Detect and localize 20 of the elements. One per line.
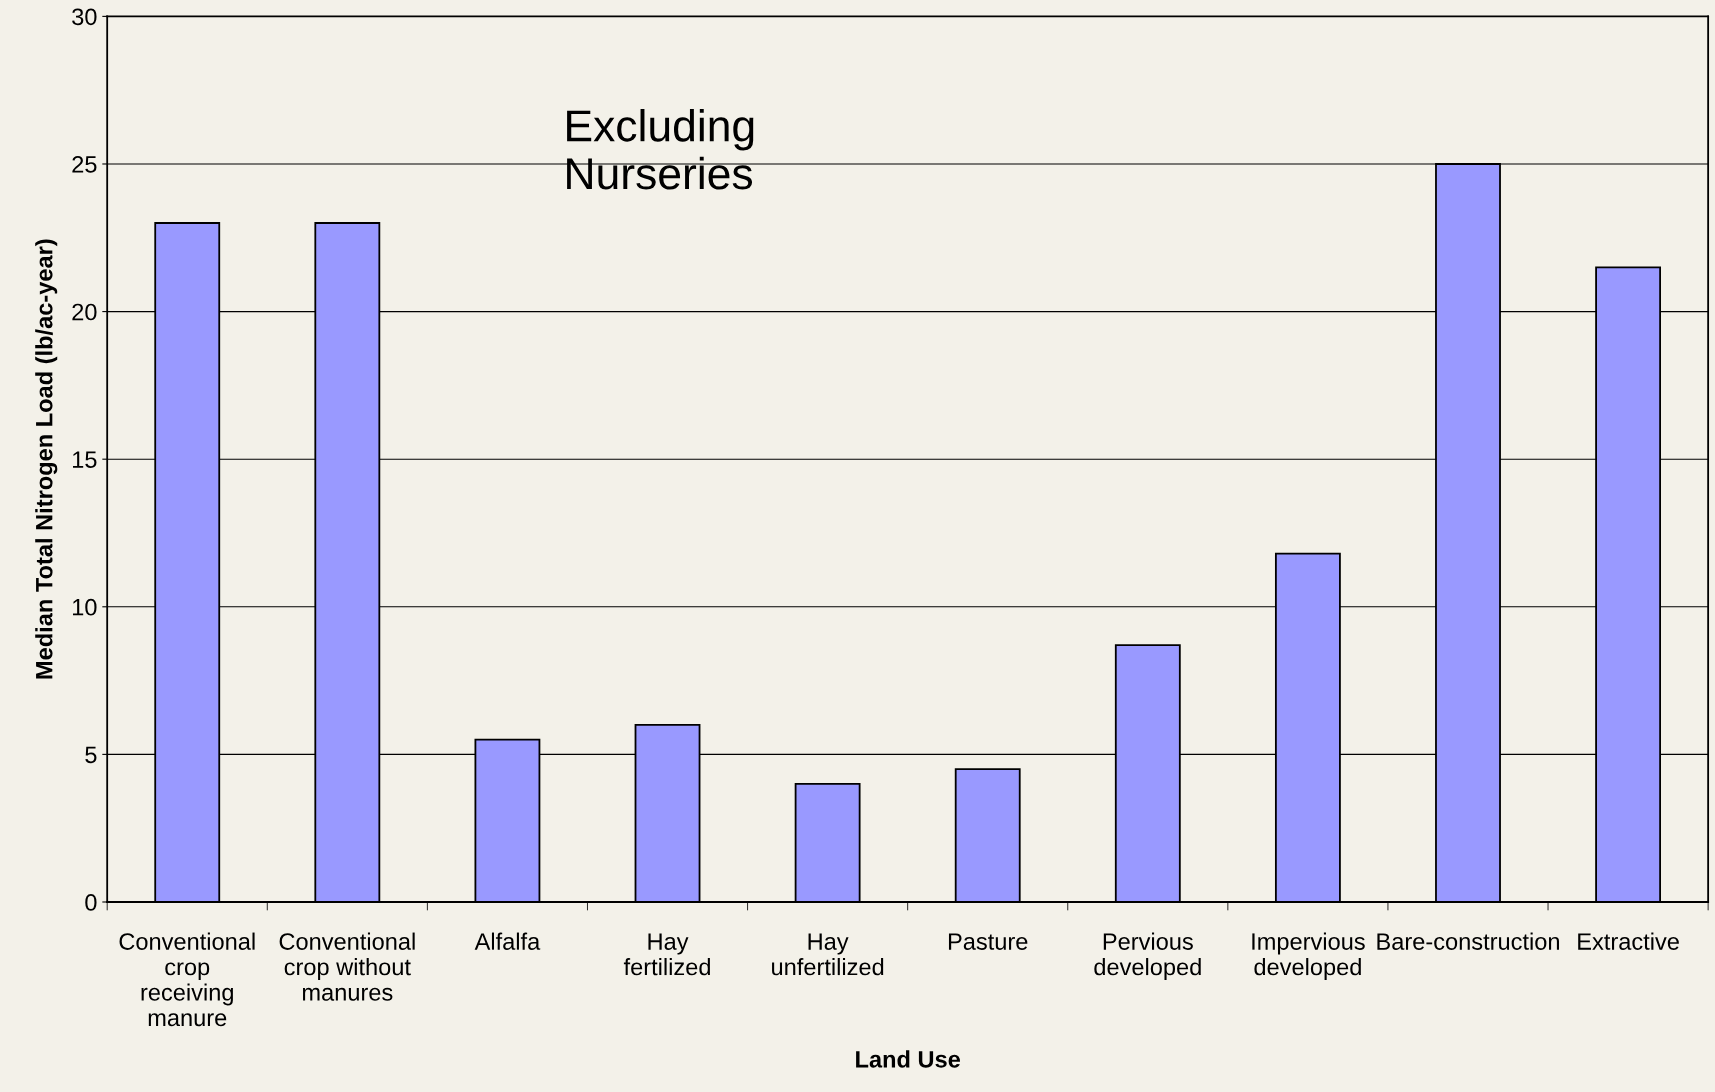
x-tick-label: Pasture xyxy=(948,933,1028,950)
x-axis-title: Land Use xyxy=(856,1050,960,1068)
y-tick-label: 20 xyxy=(72,303,97,321)
x-tick-label: Conventional crop receiving manure xyxy=(119,932,255,1027)
y-tick-label: 0 xyxy=(85,894,97,911)
y-tick-label: 10 xyxy=(73,598,97,616)
x-tick-label: Extractive xyxy=(1578,932,1679,950)
x-tick-label: Bare-construction xyxy=(1377,932,1559,950)
x-tick-label: Hay fertilized xyxy=(623,933,710,976)
y-tick-label: 15 xyxy=(73,451,97,468)
y-axis-title: Median Total Nitrogen Load (lb/ac-year) xyxy=(35,239,58,679)
y-tick-label: 30 xyxy=(72,8,97,26)
x-tick-label: Impervious developed xyxy=(1252,932,1365,980)
x-tick-label: Hay unfertilized xyxy=(772,933,884,976)
y-tick-label: 5 xyxy=(85,746,97,764)
x-tick-label: Pervious developed xyxy=(1094,932,1201,980)
y-tick-label: 25 xyxy=(72,156,97,173)
annotation: Excluding Nurseries xyxy=(567,109,754,190)
x-tick-label: Alfalfa xyxy=(474,932,541,950)
x-tick-label: Conventional crop without manures xyxy=(279,932,415,1001)
